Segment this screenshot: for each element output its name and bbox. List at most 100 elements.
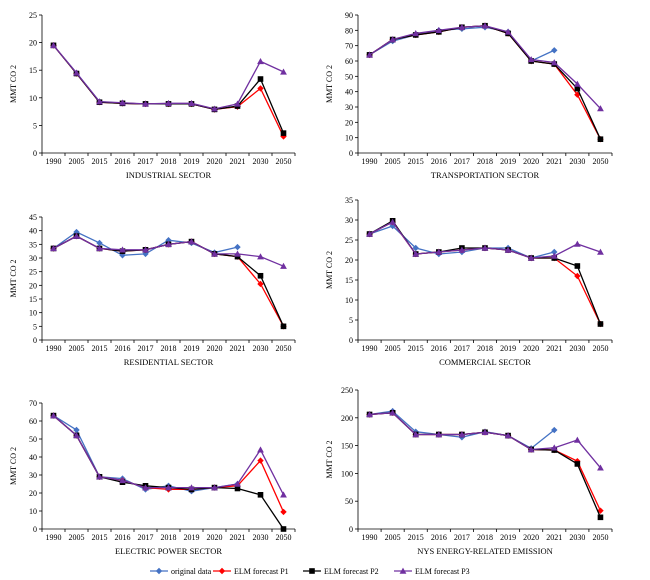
data-point <box>50 412 57 419</box>
legend-marker <box>218 567 226 575</box>
y-tick-label: 10 <box>345 296 353 305</box>
data-point <box>412 250 420 257</box>
y-tick-label: 0 <box>349 525 353 534</box>
x-tick-label: 1990 <box>46 157 62 166</box>
data-point <box>412 244 419 252</box>
data-point <box>481 428 489 435</box>
data-point <box>574 461 581 467</box>
data-point <box>165 99 172 107</box>
x-tick-label: 2021 <box>230 157 246 166</box>
series-line <box>369 412 602 518</box>
y-tick-label: 30 <box>29 254 37 263</box>
data-point <box>280 323 287 330</box>
data-point <box>527 254 535 261</box>
y-tick-label: 40 <box>29 453 37 462</box>
data-point <box>481 22 489 29</box>
x-tick-label: 1990 <box>46 533 62 542</box>
data-point <box>188 99 195 107</box>
data-point <box>435 248 443 255</box>
x-tick-label: 2018 <box>161 533 177 542</box>
x-tick-label: 2021 <box>546 533 562 542</box>
y-tick-label: 15 <box>29 66 37 75</box>
y-tick-label: 200 <box>341 414 353 423</box>
data-point <box>257 57 264 65</box>
y-tick-label: 15 <box>345 276 353 285</box>
panel-title: INDUSTRIAL SECTOR <box>126 170 212 180</box>
data-point <box>574 272 581 280</box>
data-point <box>389 218 397 225</box>
y-tick-label: 0 <box>349 149 353 158</box>
x-tick-label: 2030 <box>253 344 269 353</box>
data-point <box>234 485 241 492</box>
x-tick-label: 2030 <box>253 157 269 166</box>
y-tick-label: 30 <box>345 216 353 225</box>
data-point <box>597 507 604 514</box>
y-tick-label: 0 <box>349 336 353 345</box>
y-tick-label: 60 <box>29 417 37 426</box>
series-elm-forecast-p3 <box>50 41 287 112</box>
data-point <box>142 484 149 491</box>
x-tick-label: 2005 <box>69 344 85 353</box>
data-point <box>366 51 373 58</box>
x-tick-label: 2019 <box>184 157 200 166</box>
series-elm-forecast-p3 <box>366 22 604 112</box>
series-elm-forecast-p2 <box>50 233 287 330</box>
x-tick-label: 2050 <box>592 157 608 166</box>
data-point <box>280 130 287 136</box>
data-point <box>389 36 397 43</box>
x-tick-label: 2021 <box>230 344 246 353</box>
y-tick-label: 20 <box>29 39 37 48</box>
x-tick-label: 2030 <box>569 344 585 353</box>
x-tick-label: 2017 <box>454 157 470 166</box>
data-point <box>597 105 604 112</box>
data-point <box>597 136 604 142</box>
x-tick-label: 2019 <box>184 344 200 353</box>
data-point <box>211 105 218 112</box>
data-point <box>504 432 512 439</box>
data-point <box>435 26 443 34</box>
series-line <box>53 235 285 327</box>
x-tick-label: 2016 <box>431 344 447 353</box>
x-tick-label: 2018 <box>161 344 177 353</box>
legend-marker <box>309 568 315 574</box>
data-point <box>481 244 489 251</box>
y-tick-label: 20 <box>29 281 37 290</box>
data-point <box>550 252 558 259</box>
y-tick-label: 5 <box>33 121 37 130</box>
x-tick-label: 2016 <box>431 533 447 542</box>
x-tick-label: 1990 <box>362 533 378 542</box>
chart-panel-residential-sector: 0 5 10 15 20 25 30 35 40 45 1990 2005 2015 2016 2017 20… <box>9 213 296 367</box>
x-tick-label: 2050 <box>592 344 608 353</box>
x-tick-label: 2021 <box>546 157 562 166</box>
data-point <box>234 243 241 251</box>
legend-item-elm-forecast-p3: ELM forecast P3 <box>394 567 470 576</box>
x-tick-label: 2018 <box>477 344 493 353</box>
data-point <box>119 477 126 484</box>
x-tick-label: 2021 <box>546 344 562 353</box>
y-axis-label: MMT CO 2 <box>325 65 334 103</box>
x-tick-label: 1990 <box>362 344 378 353</box>
data-point <box>257 76 264 82</box>
series-elm-forecast-p1 <box>366 409 604 514</box>
x-tick-label: 2015 <box>92 157 108 166</box>
data-point <box>257 272 264 279</box>
data-point <box>280 133 287 140</box>
series-line <box>53 235 285 327</box>
x-tick-label: 2020 <box>523 533 539 542</box>
y-tick-label: 25 <box>345 236 353 245</box>
x-tick-label: 2018 <box>161 157 177 166</box>
chart-panel-commercial-sector: 0 5 10 15 20 25 30 35 1990 2005 2015 2016 2017 2018 20… <box>325 196 613 367</box>
y-tick-label: 0 <box>33 149 37 158</box>
y-tick-label: 20 <box>29 489 37 498</box>
data-point <box>257 253 264 260</box>
series-elm-forecast-p2 <box>50 42 287 136</box>
x-tick-label: 2005 <box>385 344 401 353</box>
legend-label: ELM forecast P2 <box>324 567 379 576</box>
y-tick-label: 50 <box>29 435 37 444</box>
y-tick-label: 40 <box>29 227 37 236</box>
data-point <box>573 80 581 87</box>
data-point <box>280 68 287 75</box>
x-tick-label: 2020 <box>523 157 539 166</box>
panel-title: ELECTRIC POWER SECTOR <box>115 546 222 556</box>
series-elm-forecast-p1 <box>366 22 604 143</box>
